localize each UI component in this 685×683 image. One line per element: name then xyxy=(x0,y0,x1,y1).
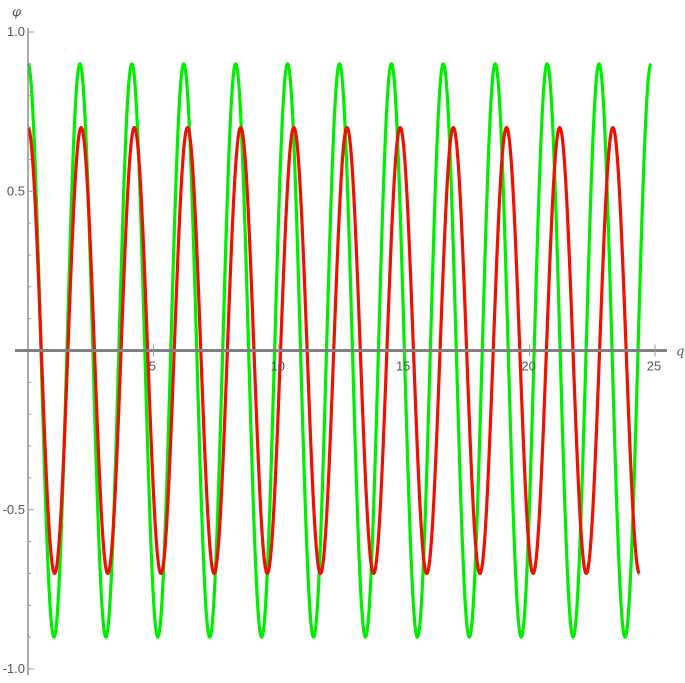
x-tick-label: 15 xyxy=(396,359,410,374)
ticks-layer: 5 10 15 20 25 -1.0 -0.5 0.5 1.0 xyxy=(3,24,662,676)
y-axis-label: φ xyxy=(12,5,22,20)
y-tick-label: 0.5 xyxy=(7,183,25,198)
y-tick-label: -1.0 xyxy=(3,661,25,676)
y-tick-label: 1.0 xyxy=(7,24,25,39)
x-tick-label: 20 xyxy=(521,359,535,374)
x-tick-label: 10 xyxy=(271,359,285,374)
x-axis-label: q xyxy=(676,345,684,360)
x-tick-label: 25 xyxy=(647,359,661,374)
x-tick-label: 5 xyxy=(149,359,156,374)
y-tick-label: -0.5 xyxy=(3,502,25,517)
series-line-0 xyxy=(26,62,653,639)
